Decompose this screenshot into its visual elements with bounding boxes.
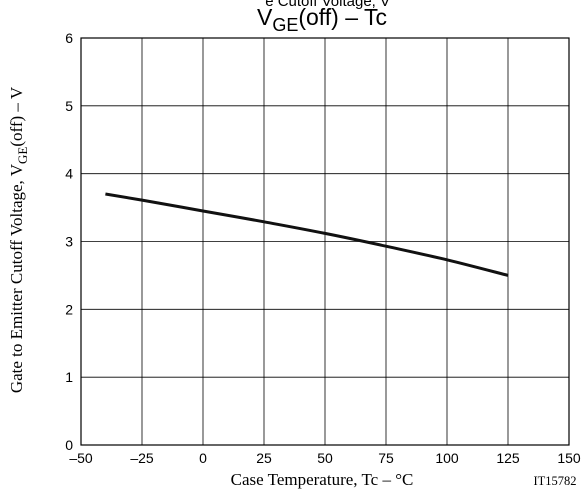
x-tick-label: 50	[317, 450, 333, 466]
x-tick-label: –25	[130, 450, 154, 466]
series-line-0	[105, 192, 509, 277]
y-tick-label: 6	[65, 30, 73, 46]
y-tick-label: 4	[65, 166, 73, 182]
y-tick-label: 1	[65, 369, 73, 385]
plot-frame	[80, 37, 570, 446]
y-tick-labels: 0 1 2 3 4 5 6	[65, 30, 73, 453]
x-tick-label: 25	[256, 450, 272, 466]
clipped-header-text: e Cutoff Voltage, V	[265, 0, 390, 10]
chart-title: VGE(off) – Tc	[257, 4, 387, 35]
series-group	[105, 192, 509, 277]
grid	[81, 38, 569, 445]
y-axis-label: Gate to Emitter Cutoff Voltage, VGE(off)…	[7, 86, 30, 393]
x-tick-label: –50	[69, 450, 93, 466]
y-tick-label: 2	[65, 301, 73, 317]
x-tick-label: 75	[378, 450, 394, 466]
x-tick-label: 100	[435, 450, 459, 466]
x-tick-label: 125	[496, 450, 520, 466]
x-axis-label: Case Temperature, Tc – °C	[231, 470, 414, 489]
y-tick-label: 3	[65, 234, 73, 250]
figure-id: IT15782	[533, 474, 576, 488]
y-tick-label: 5	[65, 98, 73, 114]
y-tick-label: 0	[65, 437, 73, 453]
x-tick-labels: –50 –25 0 25 50 75 100 125 150	[69, 450, 581, 466]
x-tick-label: 0	[199, 450, 207, 466]
x-tick-label: 150	[557, 450, 581, 466]
